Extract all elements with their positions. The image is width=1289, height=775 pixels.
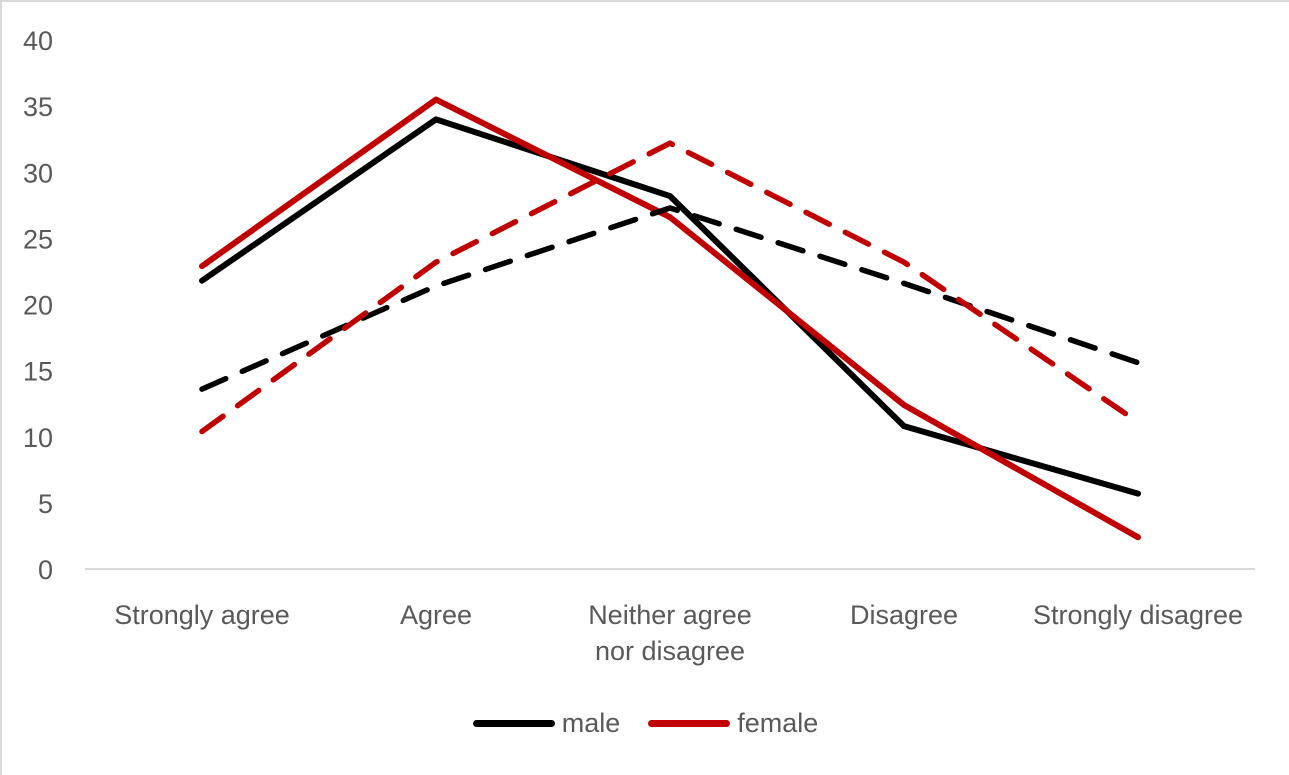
legend-label-male: male — [561, 708, 621, 738]
series-line-female — [199, 96, 1141, 541]
y-tick-label: 20 — [23, 291, 53, 321]
series-line-female-dashed — [199, 140, 1141, 435]
y-axis-tick-labels: 0 5 10 15 20 25 30 35 40 — [23, 26, 53, 585]
y-tick-label: 30 — [23, 158, 53, 188]
legend-item-male: male — [472, 708, 621, 738]
series-line-male-dashed — [199, 205, 1141, 392]
x-axis-category-labels: Strongly agree Agree Neither agree nor disa… — [114, 600, 1243, 666]
legend-swatch-male — [472, 720, 555, 727]
legend: male female — [2, 710, 1289, 737]
y-tick-label: 0 — [38, 555, 53, 585]
x-category-label: Disagree — [850, 600, 958, 630]
x-category-label: Agree — [400, 600, 472, 630]
y-tick-label: 10 — [23, 423, 53, 453]
series-lines — [199, 96, 1141, 541]
y-tick-label: 35 — [23, 92, 53, 122]
series-line-male — [199, 116, 1141, 497]
x-category-label: Neither agree nor disagree — [588, 600, 752, 666]
x-category-label: Strongly agree — [114, 600, 290, 630]
y-tick-label: 25 — [23, 224, 53, 254]
y-tick-label: 40 — [23, 26, 53, 56]
legend-swatch-female — [648, 720, 731, 727]
y-tick-label: 5 — [38, 489, 53, 519]
legend-item-female: female — [648, 710, 818, 737]
y-tick-label: 15 — [23, 357, 53, 387]
legend-label-female: female — [737, 708, 819, 738]
x-category-label: Strongly disagree — [1033, 600, 1243, 630]
